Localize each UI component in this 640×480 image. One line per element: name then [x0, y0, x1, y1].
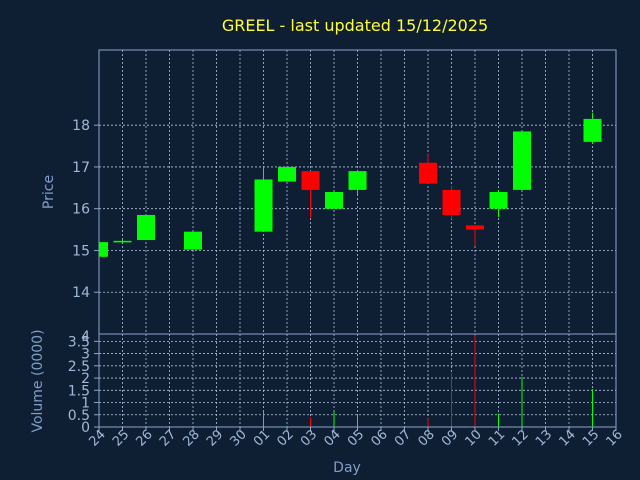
candle [442, 185, 461, 220]
volume-ticks: 00.511.522.533.54 [68, 329, 99, 436]
candle [583, 112, 602, 144]
x-tick-label: 27 [157, 427, 179, 449]
x-tick-label: 07 [392, 427, 414, 449]
candle [419, 154, 437, 184]
volume-tick-label: 2.5 [68, 359, 90, 375]
candle [301, 171, 320, 218]
candle-body [442, 189, 461, 215]
candle-body [278, 166, 296, 182]
price-tick-label: 15 [72, 243, 90, 259]
candle-body [419, 162, 437, 184]
price-tick-label: 16 [72, 202, 90, 218]
candle-body [348, 171, 367, 190]
candle [325, 192, 343, 209]
candle-body [325, 192, 343, 209]
candle [348, 171, 367, 195]
volume-tick-label: 1.5 [68, 383, 90, 399]
candle-body [99, 242, 108, 257]
candle [466, 225, 484, 247]
x-tick-label: 14 [557, 427, 579, 449]
volume-tick-label: 3.5 [68, 334, 90, 350]
candle-body [301, 171, 320, 190]
x-tick-label: 10 [463, 427, 485, 449]
chart-title: GREEL - last updated 15/12/2025 [222, 16, 488, 35]
volume-tick-label: 0 [81, 420, 90, 436]
price-tick-label: 14 [72, 285, 90, 301]
candles [98, 112, 602, 257]
volume-tick-label: 3 [81, 347, 90, 363]
price-tick-label: 17 [72, 160, 90, 176]
x-tick-label: 04 [322, 427, 344, 449]
x-tick-label: 11 [486, 427, 508, 449]
x-tick-label: 01 [251, 427, 273, 449]
candle-body [113, 240, 132, 243]
candle [254, 166, 273, 232]
x-tick-label: 05 [345, 427, 367, 449]
candle-body [254, 179, 273, 232]
candle [137, 214, 155, 241]
x-tick-label: 25 [110, 427, 132, 449]
volume-tick-label: 1 [81, 396, 90, 412]
candle [513, 131, 531, 190]
x-tick-label: 03 [298, 427, 320, 449]
candle [98, 242, 108, 257]
price-axis-label: Price [41, 175, 57, 209]
volume-grid [99, 334, 616, 427]
x-tick-label: 15 [580, 427, 602, 449]
x-tick-label: 02 [275, 427, 297, 449]
price-ticks: 14 15 16 17 18 [72, 118, 99, 301]
volume-tick-label: 2 [81, 371, 90, 387]
x-tick-label: 30 [228, 427, 250, 449]
x-tick-label: 12 [510, 427, 532, 449]
candle-body [489, 192, 508, 209]
volume-axis-label: Volume (0000) [30, 329, 46, 432]
x-tick-label: 13 [533, 427, 555, 449]
volume-top-label: 4 [81, 329, 90, 345]
candle [184, 231, 202, 250]
candle [278, 166, 296, 182]
volume-tick-label: 0.5 [68, 408, 90, 424]
x-tick-label: 29 [204, 427, 226, 449]
x-tick-label: 08 [416, 427, 438, 449]
x-tick-label: 16 [604, 427, 626, 449]
candle-body [184, 231, 202, 250]
candle [489, 189, 508, 218]
x-ticks: 24 25 26 27 28 29 30 01 02 03 04 05 06 07 08 09 10 11 12 13… [87, 427, 626, 450]
candle-body [137, 214, 155, 241]
x-tick-label: 26 [134, 427, 156, 449]
price-tick-label: 18 [72, 118, 90, 134]
x-tick-label: 28 [181, 427, 203, 449]
candle [113, 240, 132, 243]
candle-body [466, 225, 484, 230]
x-tick-label: 06 [369, 427, 391, 449]
volume-bars [98, 335, 593, 427]
x-axis-label: Day [333, 460, 361, 476]
candle-body [583, 118, 602, 142]
candle-body [513, 131, 531, 190]
x-tick-label: 09 [439, 427, 461, 449]
